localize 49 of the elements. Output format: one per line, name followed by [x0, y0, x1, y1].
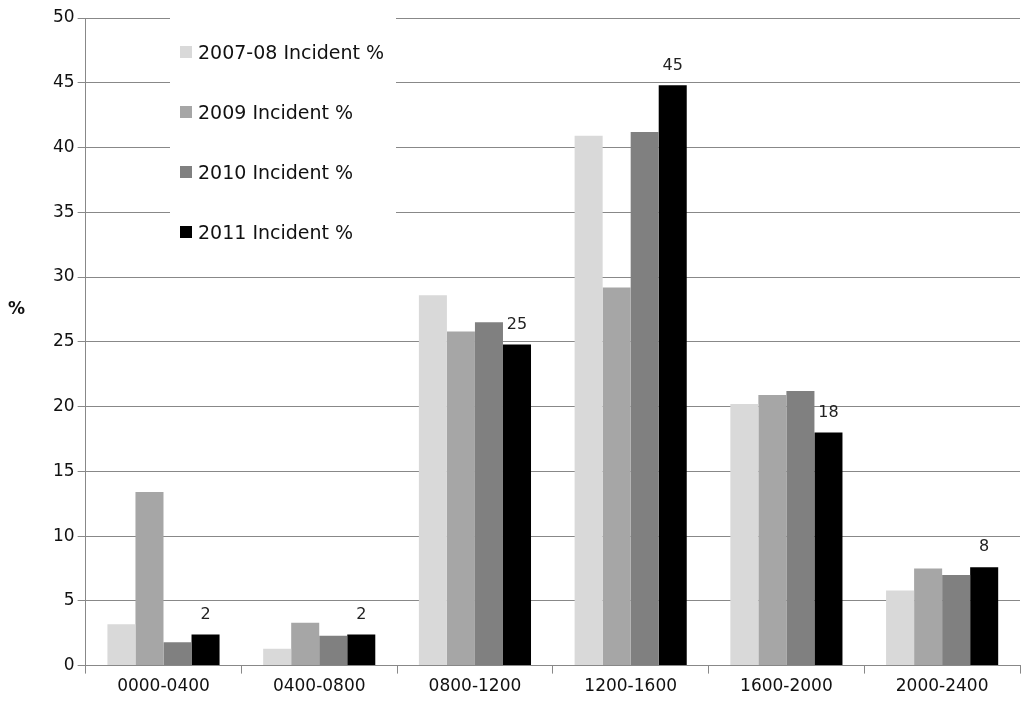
bar — [914, 568, 943, 666]
bar — [418, 295, 447, 666]
data-label: 2 — [356, 603, 367, 623]
bar — [574, 135, 603, 666]
x-tick-label: 2000-2400 — [895, 675, 989, 696]
x-tick-label: 1600-2000 — [740, 675, 833, 696]
y-tick-label: 35 — [52, 200, 75, 221]
y-tick-label: 10 — [52, 524, 75, 545]
bar — [191, 634, 220, 666]
data-label: 2 — [200, 603, 211, 623]
bar — [730, 403, 759, 666]
bar — [291, 622, 320, 666]
x-tick-label: 1200-1600 — [584, 675, 678, 696]
bar — [602, 287, 631, 666]
legend-label: 2010 Incident % — [198, 161, 354, 183]
y-tick-label: 50 — [52, 6, 75, 27]
data-label: 45 — [662, 54, 683, 74]
bar — [758, 394, 787, 666]
y-axis-title: % — [8, 298, 26, 318]
bar — [347, 634, 376, 666]
bar — [263, 648, 292, 666]
bar — [502, 344, 532, 666]
y-tick-label: 30 — [52, 265, 75, 286]
legend-label: 2007-08 Incident % — [198, 41, 385, 63]
bar — [319, 635, 348, 666]
y-tick-label: 40 — [52, 135, 75, 156]
data-label: 25 — [506, 313, 528, 333]
bar — [942, 574, 971, 666]
bar — [658, 85, 687, 666]
x-tick-label: 0800-1200 — [428, 675, 522, 696]
y-tick-label: 0 — [63, 654, 75, 675]
bar — [446, 331, 475, 666]
y-tick-label: 20 — [52, 394, 75, 415]
bar — [107, 624, 136, 666]
legend-label: 2011 Incident % — [198, 221, 354, 243]
x-tick-label: 0400-0800 — [272, 675, 366, 696]
x-tick-label: 0000-0400 — [117, 675, 210, 696]
y-tick-label: 5 — [63, 589, 75, 610]
data-label: 8 — [979, 536, 990, 556]
bar — [135, 492, 164, 666]
bar — [886, 590, 915, 666]
y-tick-label: 25 — [52, 330, 75, 351]
bar — [163, 642, 192, 666]
data-label: 18 — [818, 401, 839, 421]
y-tick-label: 45 — [52, 71, 75, 92]
legend-label: 2009 Incident % — [198, 101, 354, 123]
y-tick-label: 15 — [52, 459, 75, 480]
bar — [970, 567, 999, 666]
bar — [814, 432, 843, 666]
